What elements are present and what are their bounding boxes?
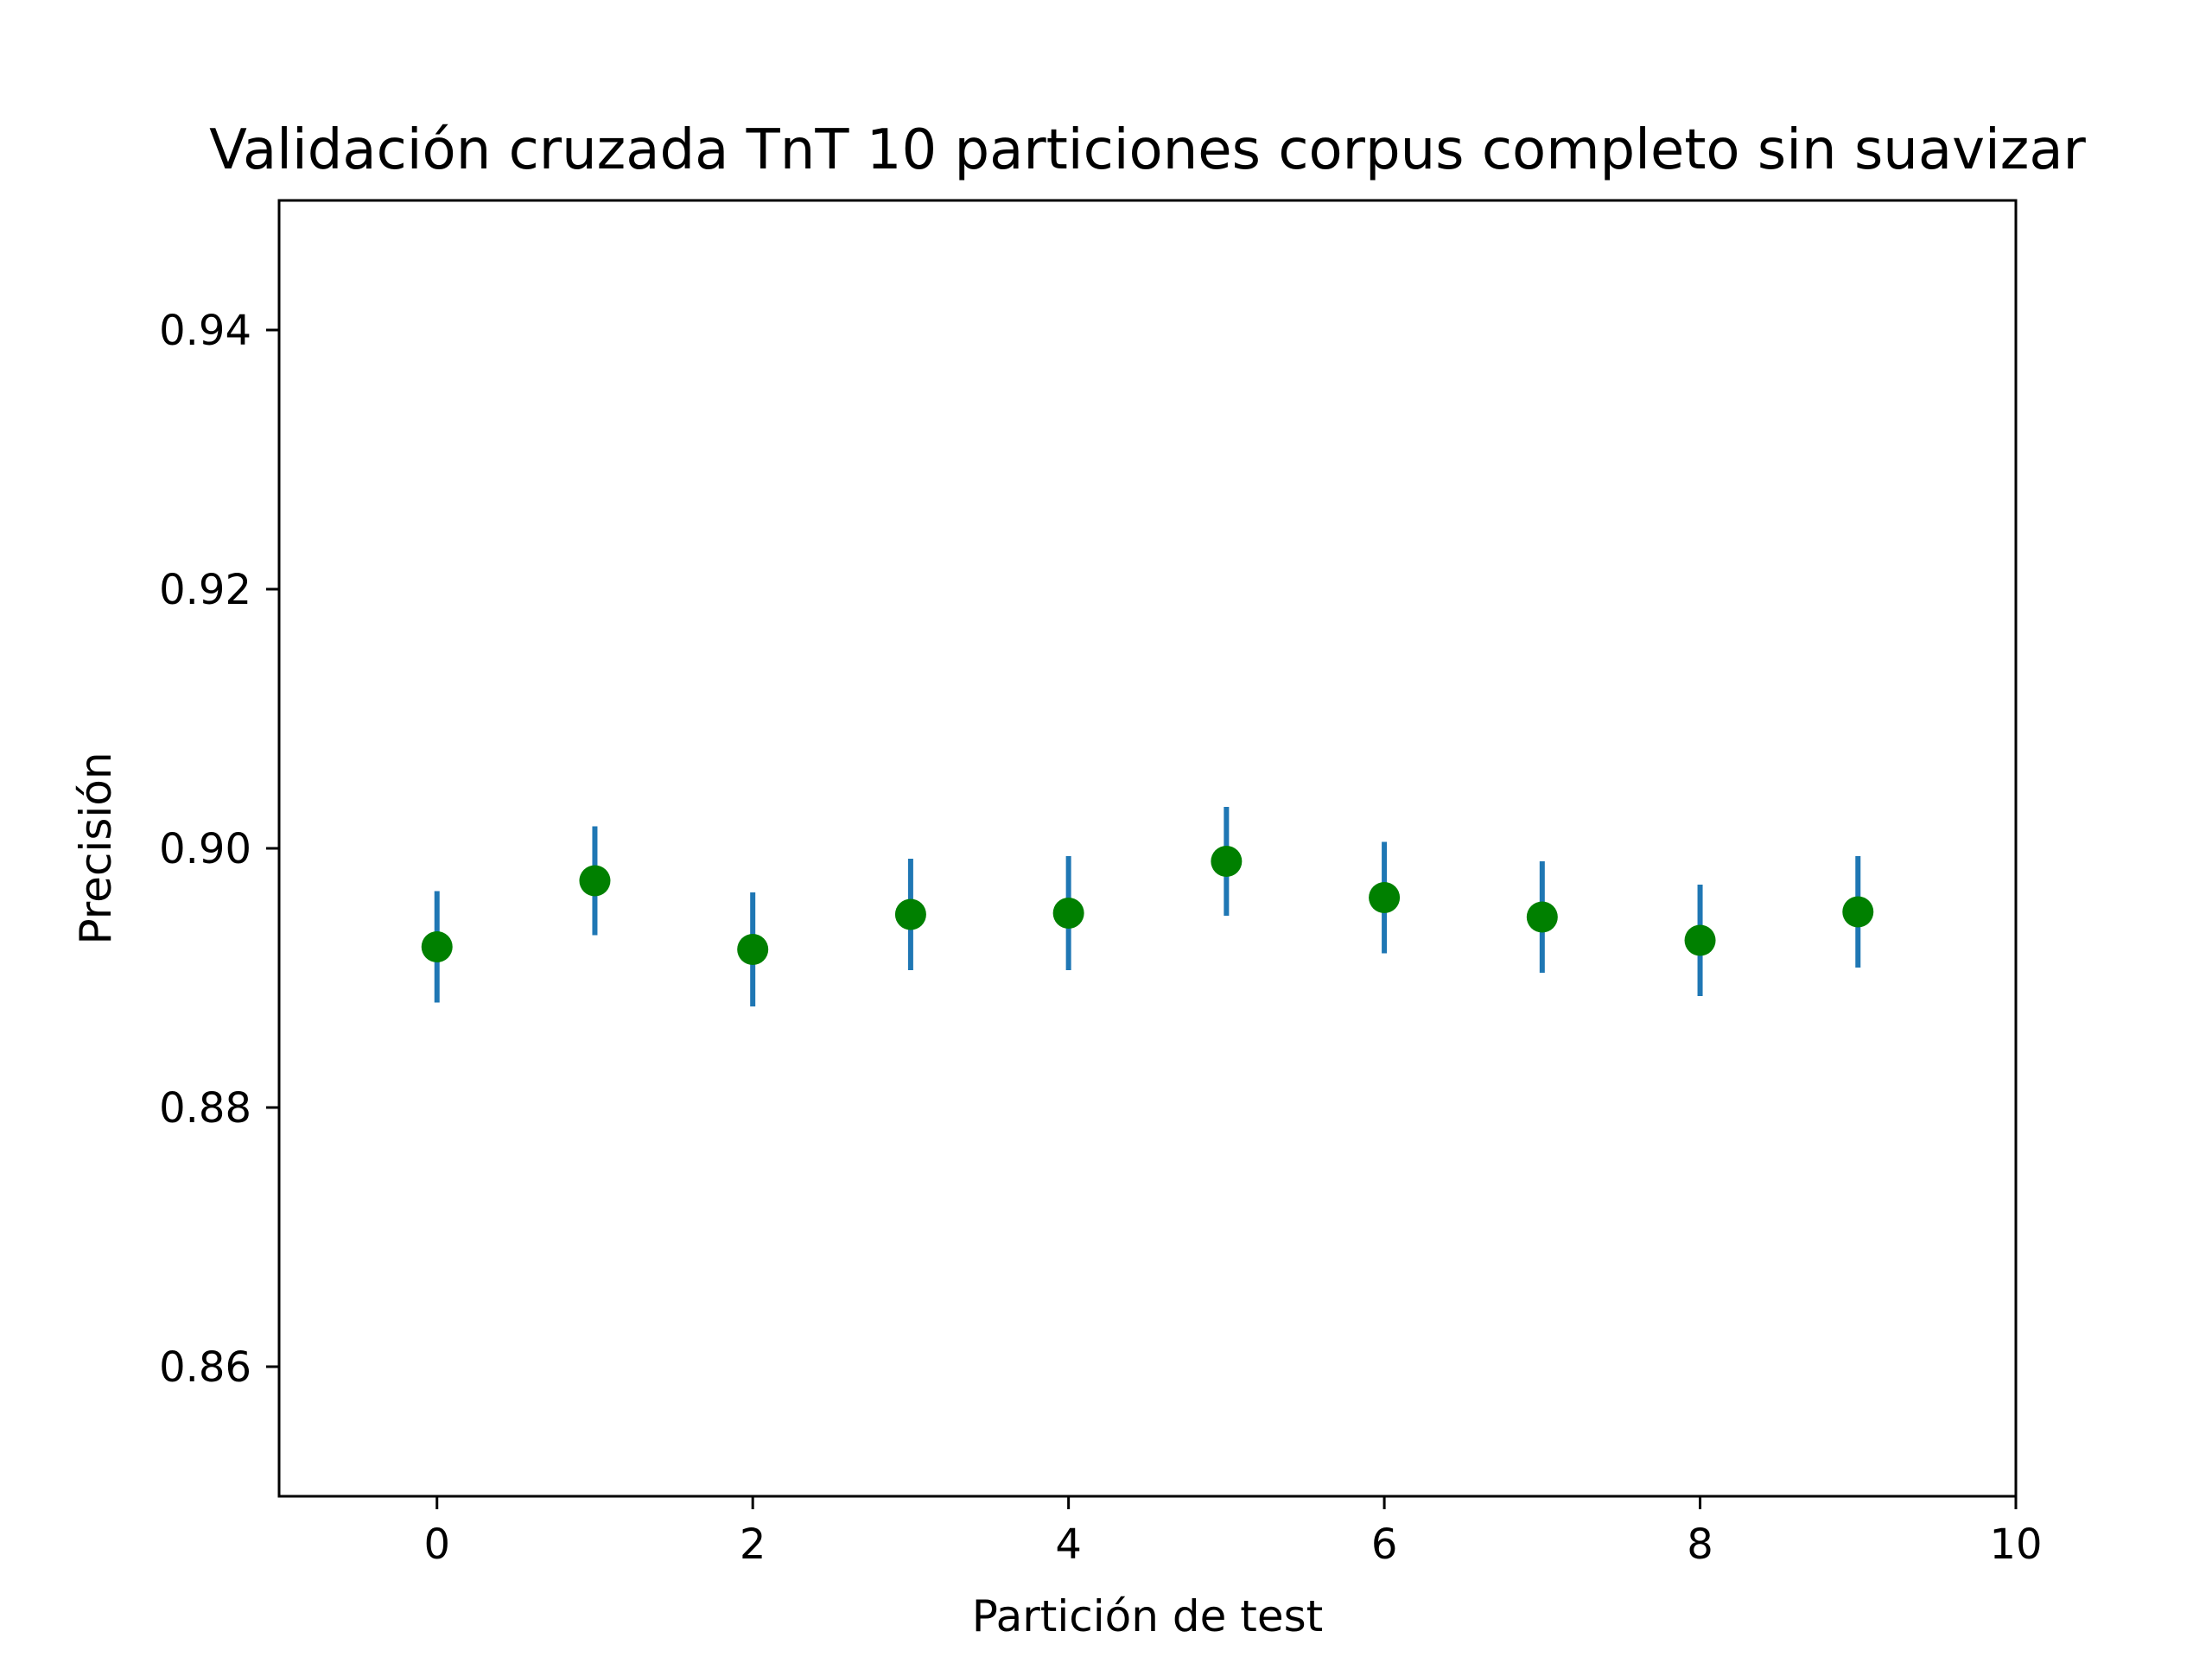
- marker-layer: [421, 846, 1874, 965]
- data-point: [894, 898, 926, 930]
- x-tick-label: 2: [740, 1520, 766, 1569]
- y-tick-label: 0.86: [159, 1343, 251, 1392]
- y-tick-label: 0.90: [159, 825, 251, 873]
- y-tick-label: 0.92: [159, 566, 251, 614]
- y-axis-ticks: 0.86 0.88 0.90 0.92 0.94: [159, 307, 279, 1392]
- x-tick-label: 10: [1989, 1520, 2042, 1569]
- data-point: [737, 934, 769, 965]
- data-point: [1684, 924, 1716, 956]
- y-tick-label: 0.94: [159, 307, 251, 355]
- x-tick-label: 0: [423, 1520, 450, 1569]
- data-point: [421, 931, 453, 962]
- data-point: [1842, 896, 1874, 928]
- x-tick-label: 4: [1055, 1520, 1082, 1569]
- data-point: [1211, 846, 1243, 877]
- chart-title: Validación cruzada TnT 10 particiones co…: [209, 118, 2086, 182]
- data-point: [1369, 882, 1401, 913]
- data-point: [579, 865, 611, 897]
- data-point: [1052, 898, 1084, 929]
- x-axis-ticks: 0 2 4 6 8 10: [423, 1496, 2043, 1569]
- y-axis-label: Precisión: [71, 752, 121, 944]
- x-tick-label: 8: [1687, 1520, 1713, 1569]
- x-axis-label: Partición de test: [972, 1591, 1324, 1641]
- x-tick-label: 6: [1371, 1520, 1398, 1569]
- data-point: [1526, 901, 1558, 933]
- y-tick-label: 0.88: [159, 1084, 251, 1133]
